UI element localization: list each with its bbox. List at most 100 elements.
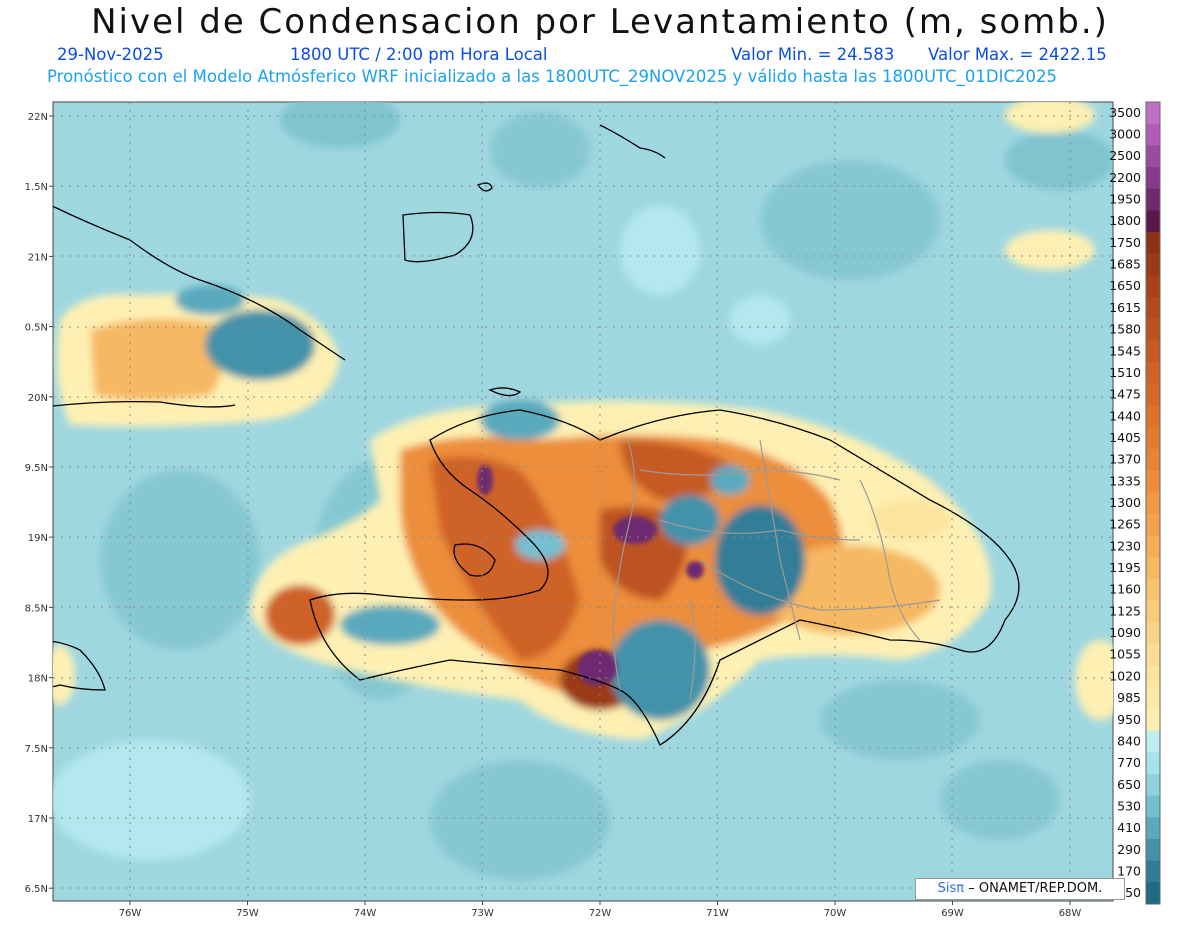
colorbar-swatch (1146, 795, 1160, 818)
colorbar-swatch (1146, 102, 1160, 125)
colorbar-label: 1265 (1109, 517, 1141, 532)
colorbar-label: 1090 (1109, 625, 1141, 640)
colorbar-swatch (1146, 752, 1160, 775)
colorbar-swatch (1146, 232, 1160, 255)
coastlines (53, 124, 1020, 746)
colorbar-swatch (1146, 643, 1160, 667)
lon-label: 73W (471, 908, 494, 919)
colorbar-swatch (1146, 665, 1160, 688)
colorbar-swatch (1146, 687, 1160, 710)
lat-label: 1.5N (25, 182, 48, 193)
lon-label: 71W (706, 908, 729, 919)
colorbar-label: 1335 (1109, 473, 1141, 488)
date-label: 29-Nov-2025 (57, 45, 164, 64)
colorbar-swatch (1146, 188, 1160, 211)
credit-brand: Sisπ (937, 881, 965, 896)
colorbar-label: 1685 (1109, 257, 1141, 272)
lat-label: 9.5N (25, 463, 48, 474)
lat-label: 0.5N (25, 323, 48, 334)
colorbar-swatch (1146, 535, 1160, 558)
colorbar-label: 1510 (1109, 365, 1141, 380)
colorbar-label: 1650 (1109, 278, 1141, 293)
colorbar-border (1145, 101, 1161, 905)
colorbar-label: 170 (1117, 863, 1141, 878)
lat-label: 6.5N (25, 884, 48, 895)
colorbar-label: 1580 (1109, 322, 1141, 337)
lon-label: 76W (119, 908, 142, 919)
colorbar-swatch (1146, 513, 1160, 537)
colorbar-label: 1300 (1109, 495, 1141, 510)
colorbar-label: 1615 (1109, 300, 1141, 315)
colorbar-swatch (1146, 253, 1160, 276)
lat-label: 17N (28, 814, 48, 825)
colorbar-swatch (1146, 210, 1160, 233)
colorbar: 3500 3000 2500 2200 1950 1800 1750 1685 1650 1615… (1109, 101, 1161, 905)
colorbar-swatch (1146, 773, 1160, 797)
colorbar-swatch (1146, 427, 1160, 450)
colorbar-label: 985 (1117, 690, 1141, 705)
colorbar-label: 1475 (1109, 387, 1141, 402)
latitude-labels: 22N 1.5N 21N 0.5N 20N 9.5N 19N 8.5N 18N 7.5N 17N 6.… (25, 112, 53, 895)
time-label: 1800 UTC / 2:00 pm Hora Local (290, 45, 548, 64)
lat-label: 21N (28, 252, 48, 263)
colorbar-swatch (1146, 730, 1160, 753)
lon-label: 70W (824, 908, 847, 919)
colorbar-label: 2200 (1109, 170, 1141, 185)
lat-label: 20N (28, 393, 48, 404)
lat-label: 18N (28, 674, 48, 685)
colorbar-swatch (1146, 492, 1160, 515)
colorbar-swatch (1146, 362, 1160, 385)
province-boundaries (612, 439, 941, 701)
lon-label: 75W (236, 908, 259, 919)
colorbar-label: 1230 (1109, 538, 1141, 553)
lon-label: 68W (1059, 908, 1082, 919)
colorbar-label: 1055 (1109, 647, 1141, 662)
colorbar-swatch (1146, 557, 1160, 580)
colorbar-label: 1405 (1109, 430, 1141, 445)
colorbar-swatch (1146, 318, 1160, 341)
colorbar-swatch (1146, 340, 1160, 363)
colorbar-swatch (1146, 405, 1160, 428)
field-shading (53, 102, 1113, 901)
lat-label: 19N (28, 533, 48, 544)
lon-label: 74W (354, 908, 377, 919)
colorbar-label: 1370 (1109, 452, 1141, 467)
colorbar-swatch (1146, 708, 1160, 732)
max-value-label: Valor Max. = 2422.15 (928, 45, 1107, 64)
colorbar-label: 3500 (1109, 105, 1141, 120)
colorbar-label: 1020 (1109, 668, 1141, 683)
lat-label: 22N (28, 112, 48, 123)
lon-label: 72W (589, 908, 612, 919)
colorbar-label: 2500 (1109, 148, 1141, 163)
colorbar-label: 770 (1117, 755, 1141, 770)
colorbar-label: 530 (1117, 798, 1141, 813)
colorbar-swatch (1146, 123, 1160, 146)
colorbar-swatch (1146, 860, 1160, 883)
colorbar-label: 1950 (1109, 192, 1141, 207)
colorbar-label: 1195 (1109, 560, 1141, 575)
longitude-labels: 76W 75W 74W 73W 72W 71W 70W 69W 68W (119, 901, 1082, 919)
colorbar-swatch (1146, 838, 1160, 862)
colorbar-swatch (1146, 817, 1160, 840)
model-note: Pronóstico con el Modelo Atmósferico WRF… (47, 67, 1057, 86)
colorbar-label: 1800 (1109, 213, 1141, 228)
colorbar-swatch (1146, 167, 1160, 190)
colorbar-swatch (1146, 622, 1160, 645)
colorbar-label: 3000 (1109, 127, 1141, 142)
colorbar-label: 410 (1117, 820, 1141, 835)
colorbar-swatch (1146, 578, 1160, 602)
map-title: Nivel de Condensacion por Levantamiento … (91, 2, 1109, 42)
min-value-label: Valor Min. = 24.583 (731, 45, 895, 64)
colorbar-label: 950 (1117, 712, 1141, 727)
colorbar-swatch (1146, 448, 1160, 471)
colorbar-swatch (1146, 600, 1160, 623)
colorbar-label: 650 (1117, 777, 1141, 792)
colorbar-swatch (1146, 470, 1160, 493)
colorbar-label: 290 (1117, 842, 1141, 857)
colorbar-label: 840 (1117, 733, 1141, 748)
credit-box: Sisπ – ONAMET/REP.DOM. (915, 878, 1125, 900)
colorbar-label: 1750 (1109, 235, 1141, 250)
colorbar-swatch (1146, 145, 1160, 168)
colorbar-swatch (1146, 383, 1160, 406)
colorbar-swatch (1146, 882, 1160, 905)
